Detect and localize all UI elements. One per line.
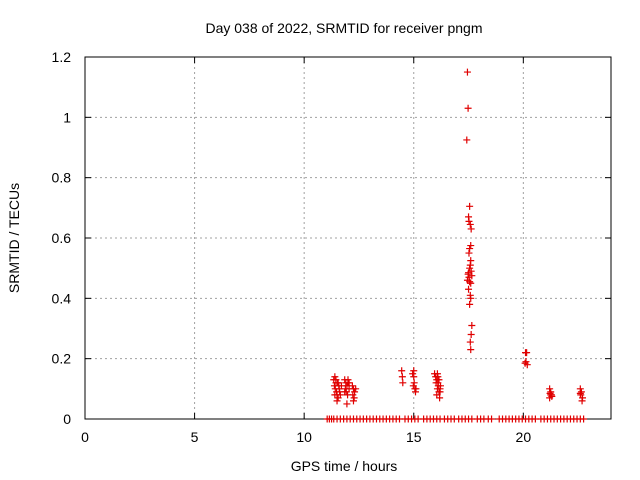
data-point xyxy=(398,373,406,381)
data-point xyxy=(436,394,444,402)
y-axis: 0 0.2 0.4 0.6 0.8 1 1.2 xyxy=(52,49,611,427)
data-point xyxy=(467,242,475,250)
data-point xyxy=(466,300,474,308)
data-point xyxy=(464,270,472,278)
data-point xyxy=(466,202,474,210)
data-point xyxy=(464,104,472,112)
data-point xyxy=(349,397,357,405)
data-point xyxy=(410,379,418,387)
data-point xyxy=(343,400,351,408)
y-tick-label: 0.8 xyxy=(52,170,72,186)
y-tick-label: 1 xyxy=(63,109,71,125)
data-point xyxy=(467,279,475,287)
x-tick-label: 5 xyxy=(191,429,199,445)
data-point xyxy=(410,367,418,375)
x-tick-label: 10 xyxy=(296,429,312,445)
data-point xyxy=(345,379,353,387)
x-axis: 0 5 10 15 20 xyxy=(81,57,531,445)
data-point xyxy=(577,388,585,396)
data-point xyxy=(349,391,357,399)
data-point xyxy=(523,349,531,357)
data-point xyxy=(463,68,471,76)
data-point xyxy=(331,373,339,381)
data-point xyxy=(468,321,476,329)
data-point xyxy=(467,294,475,302)
data-point xyxy=(333,397,341,405)
data-point xyxy=(348,382,356,390)
data-point xyxy=(398,367,406,375)
data-points xyxy=(323,68,588,423)
data-point xyxy=(578,397,586,405)
data-point xyxy=(410,373,418,381)
data-point xyxy=(344,376,352,384)
data-point xyxy=(522,358,530,366)
data-point xyxy=(466,245,474,253)
data-point xyxy=(465,249,473,257)
grid xyxy=(85,57,611,419)
x-tick-label: 15 xyxy=(406,429,422,445)
data-point xyxy=(465,217,473,225)
data-point xyxy=(466,261,474,269)
data-point xyxy=(576,389,584,397)
y-axis-label: SRMTID / TECUs xyxy=(6,183,22,293)
data-point xyxy=(341,388,349,396)
data-point xyxy=(521,359,529,367)
chart-title: Day 038 of 2022, SRMTID for receiver png… xyxy=(205,20,482,36)
data-point xyxy=(466,264,474,272)
x-axis-label: GPS time / hours xyxy=(291,458,398,474)
x-tick-label: 20 xyxy=(516,429,532,445)
data-point xyxy=(350,394,358,402)
data-point xyxy=(466,338,474,346)
data-point xyxy=(467,331,475,339)
data-point xyxy=(352,385,360,393)
data-point xyxy=(467,346,475,354)
data-point xyxy=(488,415,496,423)
data-point xyxy=(463,136,471,144)
y-tick-label: 0.4 xyxy=(52,290,72,306)
data-point xyxy=(547,391,555,399)
data-point xyxy=(399,379,407,387)
data-point xyxy=(465,273,473,281)
data-point xyxy=(580,415,588,423)
data-point xyxy=(433,370,441,378)
data-point xyxy=(336,391,344,399)
data-point xyxy=(412,385,420,393)
data-point xyxy=(436,382,444,390)
data-point xyxy=(409,370,417,378)
y-tick-label: 0.6 xyxy=(52,230,72,246)
data-point xyxy=(466,278,474,286)
y-tick-label: 0.2 xyxy=(52,351,72,367)
x-tick-label: 0 xyxy=(81,429,89,445)
plot-area-border xyxy=(84,56,612,420)
data-point xyxy=(467,225,475,233)
data-point xyxy=(466,220,474,228)
data-point xyxy=(546,394,554,402)
y-tick-label: 0 xyxy=(63,411,71,427)
y-tick-label: 1.2 xyxy=(52,49,72,65)
data-point xyxy=(465,285,473,293)
data-point xyxy=(435,376,443,384)
data-point xyxy=(334,379,342,387)
data-point xyxy=(436,388,444,396)
